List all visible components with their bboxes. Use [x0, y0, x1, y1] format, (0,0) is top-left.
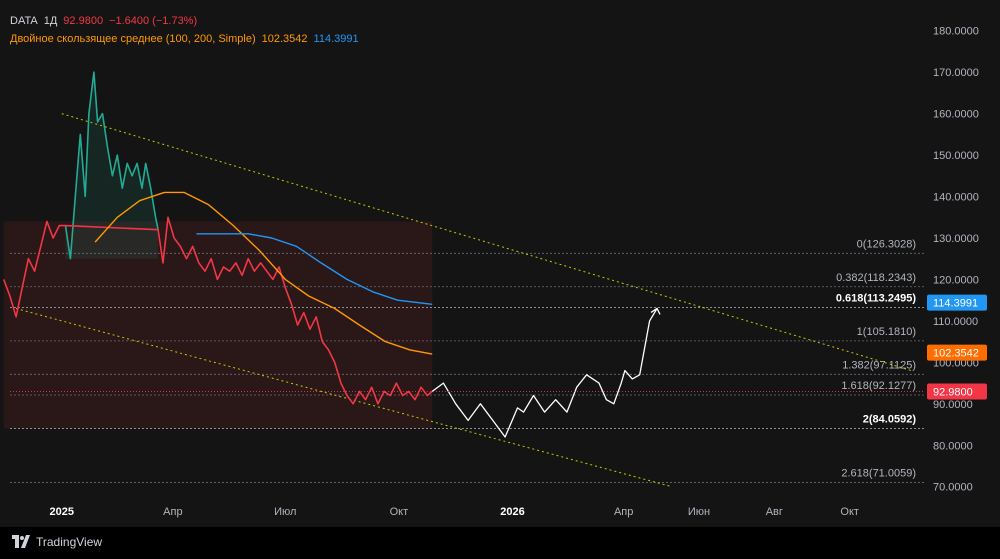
price-tag [927, 294, 987, 311]
fib-level-label: 0.618(113.2495) [836, 292, 916, 304]
y-axis-tick: 90.0000 [933, 399, 973, 411]
ma-200-line [196, 233, 433, 305]
ma-slow-value: 114.3991 [313, 33, 359, 45]
y-axis-tick: 130.0000 [933, 233, 979, 245]
y-axis-tick: 140.0000 [933, 192, 979, 204]
projection-arrowhead [650, 307, 661, 315]
brand-name: TradingView [36, 535, 103, 549]
price-tag-label: 102.3542 [933, 348, 979, 360]
tradingview-brand[interactable]: TradingView [12, 535, 102, 549]
chart-background [0, 0, 1000, 527]
interval-label: 1Д [43, 15, 58, 27]
fib-level-label: 2(84.0592) [863, 413, 917, 425]
ma-100-line [94, 191, 433, 355]
y-axis-tick: 70.0000 [933, 482, 973, 494]
price-chart[interactable]: 0(126.3028) 0.382(118.2343) 0.618(113.2495… [0, 0, 1000, 527]
x-axis-tick: Окт [390, 506, 409, 518]
y-axis-tick: 80.0000 [933, 440, 973, 452]
channel-lower-line [15, 307, 672, 488]
ma-fast-value: 102.3542 [261, 33, 308, 45]
x-axis-tick: Окт [840, 506, 859, 518]
price-line-down [2, 216, 433, 405]
x-axis-tick: Июн [688, 506, 710, 518]
x-axis-tick: Апр [163, 506, 182, 518]
price-tag-label: 114.3991 [933, 298, 978, 310]
footer-bar: TradingView [0, 527, 1000, 559]
fib-level-label: 0(126.3028) [857, 238, 916, 250]
y-axis-tick: 120.0000 [933, 274, 979, 286]
indicator-label: Двойное скользящее среднее (100, 200, Si… [10, 33, 256, 45]
price-change: −1.6400 (−1.73%) [109, 15, 198, 27]
tradingview-logo-icon [12, 535, 30, 548]
x-axis-tick: Июл [274, 506, 296, 518]
x-axis-tick: 2026 [500, 506, 524, 518]
x-axis-tick: 2025 [50, 506, 74, 518]
x-axis-tick: Авг [766, 506, 783, 518]
price-tag-label: 92.9800 [933, 386, 973, 398]
up-area-fill [65, 72, 159, 259]
last-price: 92.9800 [63, 15, 104, 27]
fib-level-label: 2.618(71.0059) [841, 468, 916, 480]
symbol-legend[interactable]: DATA 1Д 92.9800 −1.6400 (−1.73%) [10, 15, 203, 27]
y-axis-tick: 160.0000 [933, 109, 979, 121]
indicator-legend[interactable]: Двойное скользящее среднее (100, 200, Si… [10, 33, 365, 45]
price-tag [927, 344, 987, 361]
fib-level-label: 1.618(92.1277) [841, 380, 916, 392]
x-axis-tick: Апр [614, 506, 633, 518]
y-axis-tick: 110.0000 [933, 316, 978, 328]
symbol-name: DATA [10, 15, 38, 27]
y-axis-tick: 180.0000 [933, 26, 979, 38]
fib-level-label: 1.382(97.1125) [842, 359, 916, 371]
fib-level-label: 0.382(118.2343) [836, 272, 916, 284]
price-line-up [64, 71, 159, 260]
fib-level-label: 1(105.1810) [857, 326, 916, 338]
projection-line [431, 308, 658, 438]
y-axis-tick: 170.0000 [933, 67, 979, 79]
price-tag [927, 383, 987, 400]
y-axis-tick: 150.0000 [933, 150, 979, 162]
